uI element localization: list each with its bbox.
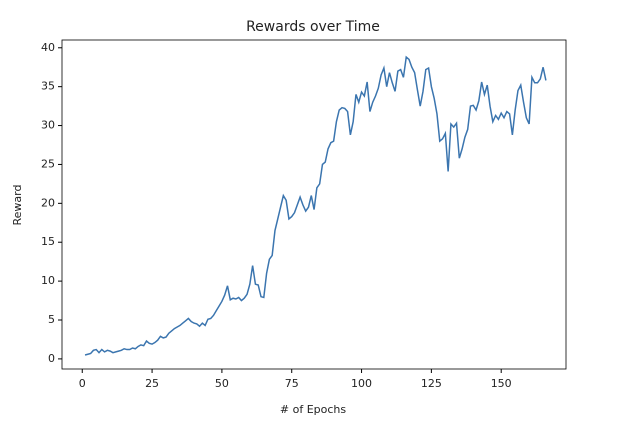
y-tick-label: 40 bbox=[41, 41, 55, 54]
y-tick-label: 35 bbox=[41, 80, 55, 93]
y-tick-label: 30 bbox=[41, 119, 55, 132]
x-tick-label: 25 bbox=[145, 377, 159, 390]
x-tick-label: 50 bbox=[215, 377, 229, 390]
y-tick-label: 15 bbox=[41, 235, 55, 248]
y-axis-label: Reward bbox=[11, 185, 24, 226]
y-tick-label: 10 bbox=[41, 274, 55, 287]
x-axis-label: # of Epochs bbox=[280, 403, 346, 416]
line-series bbox=[84, 55, 547, 356]
x-tick-label: 75 bbox=[285, 377, 299, 390]
y-tick-label: 20 bbox=[41, 196, 55, 209]
y-tick-label: 0 bbox=[48, 352, 55, 365]
plot-frame bbox=[61, 39, 567, 370]
y-tick-label: 5 bbox=[48, 313, 55, 326]
x-tick-label: 150 bbox=[491, 377, 512, 390]
x-tick-label: 0 bbox=[79, 377, 86, 390]
chart-title: Rewards over Time bbox=[246, 19, 380, 35]
y-tick-label: 25 bbox=[41, 157, 55, 170]
x-tick-label: 100 bbox=[351, 377, 372, 390]
x-tick-label: 125 bbox=[421, 377, 442, 390]
